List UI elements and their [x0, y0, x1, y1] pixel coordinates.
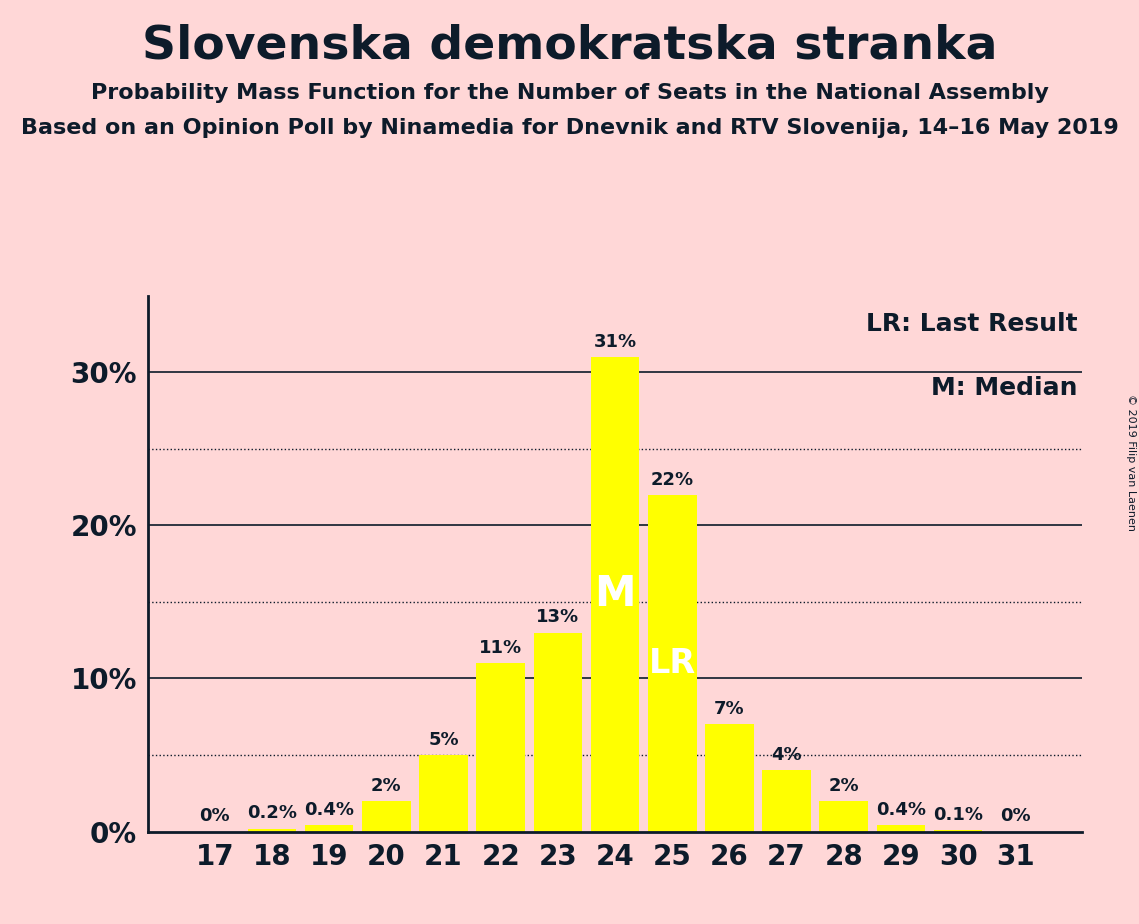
Bar [934, 830, 983, 832]
Text: 7%: 7% [714, 700, 745, 718]
Text: 4%: 4% [771, 747, 802, 764]
Bar [705, 724, 754, 832]
Text: 0.1%: 0.1% [933, 806, 983, 824]
Bar [762, 771, 811, 832]
Text: 2%: 2% [371, 777, 402, 795]
Text: 2%: 2% [828, 777, 859, 795]
Text: 0.4%: 0.4% [876, 801, 926, 820]
Text: 22%: 22% [650, 470, 694, 489]
Bar [419, 755, 468, 832]
Text: 0.2%: 0.2% [247, 805, 297, 822]
Text: Based on an Opinion Poll by Ninamedia for Dnevnik and RTV Slovenija, 14–16 May 2: Based on an Opinion Poll by Ninamedia fo… [21, 118, 1118, 139]
Text: 0.4%: 0.4% [304, 801, 354, 820]
Text: Probability Mass Function for the Number of Seats in the National Assembly: Probability Mass Function for the Number… [91, 83, 1048, 103]
Bar [591, 357, 639, 832]
Bar [877, 825, 925, 832]
Text: LR: LR [649, 647, 696, 680]
Text: © 2019 Filip van Laenen: © 2019 Filip van Laenen [1126, 394, 1136, 530]
Text: Slovenska demokratska stranka: Slovenska demokratska stranka [141, 23, 998, 68]
Text: M: M [595, 573, 636, 615]
Bar [533, 633, 582, 832]
Bar [648, 494, 697, 832]
Text: LR: Last Result: LR: Last Result [866, 311, 1077, 335]
Bar [819, 801, 868, 832]
Bar [476, 663, 525, 832]
Text: M: Median: M: Median [931, 376, 1077, 400]
Bar [362, 801, 411, 832]
Text: 13%: 13% [536, 608, 580, 626]
Text: 5%: 5% [428, 731, 459, 749]
Text: 0%: 0% [199, 808, 230, 825]
Bar [305, 825, 353, 832]
Text: 0%: 0% [1000, 808, 1031, 825]
Text: 11%: 11% [480, 639, 523, 657]
Bar [247, 829, 296, 832]
Text: 31%: 31% [593, 333, 637, 351]
